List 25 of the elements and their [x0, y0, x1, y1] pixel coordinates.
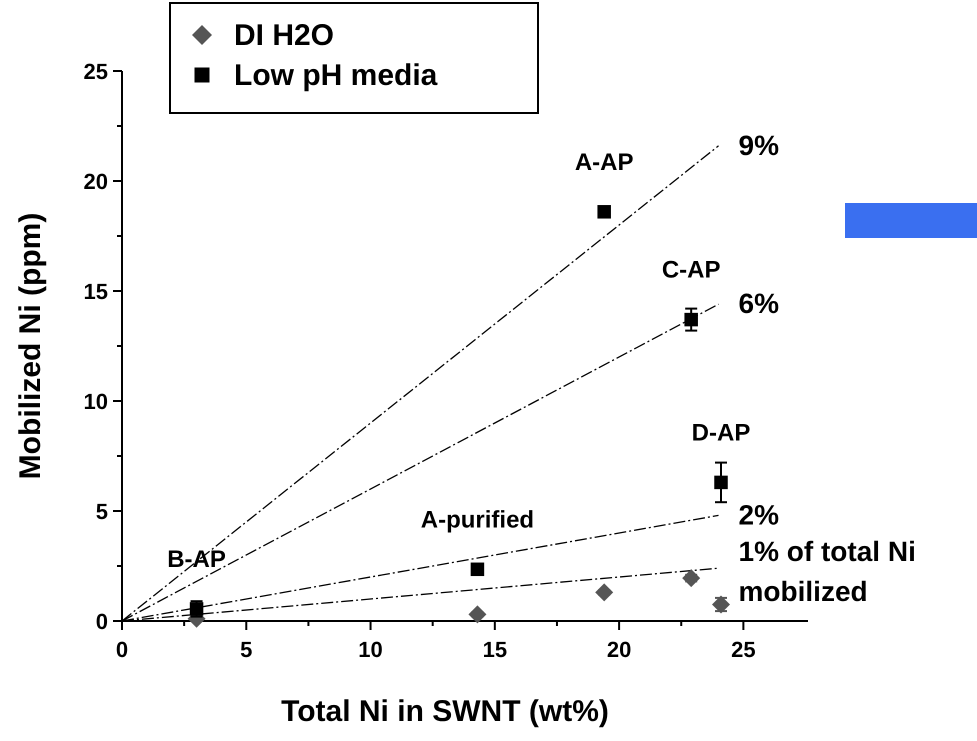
- legend-label: Low pH media: [234, 59, 438, 92]
- y-tick-label: 25: [84, 59, 108, 84]
- y-axis-title: Mobilized Ni (ppm): [14, 212, 47, 480]
- y-tick-label: 20: [84, 169, 108, 194]
- y-tick-label: 5: [96, 499, 108, 524]
- annotation: 1% of total Ni mobilized: [738, 536, 916, 608]
- annotation: A-AP: [574, 148, 634, 176]
- y-tick-label: 10: [84, 389, 108, 414]
- legend-label: DI H2O: [234, 19, 334, 52]
- y-tick-label: 15: [84, 279, 108, 304]
- annotation: C-AP: [662, 256, 721, 284]
- x-tick-label: 15: [482, 637, 508, 662]
- x-tick-label: 25: [731, 637, 756, 662]
- annotation: 6%: [738, 288, 780, 320]
- annotation: 9%: [738, 130, 780, 161]
- x-tick-label: 10: [358, 637, 383, 662]
- annotation: A-purified: [420, 506, 534, 534]
- x-axis-title: Total Ni in SWNT (wt%): [281, 695, 609, 728]
- annotation: 2%: [738, 499, 780, 530]
- x-tick-label: 0: [116, 637, 128, 662]
- annotation: B-AP: [167, 546, 226, 573]
- x-tick-label: 5: [240, 637, 252, 662]
- y-tick-label: 0: [96, 609, 108, 634]
- x-tick-label: 20: [606, 637, 632, 662]
- annotation: D-AP: [692, 419, 750, 446]
